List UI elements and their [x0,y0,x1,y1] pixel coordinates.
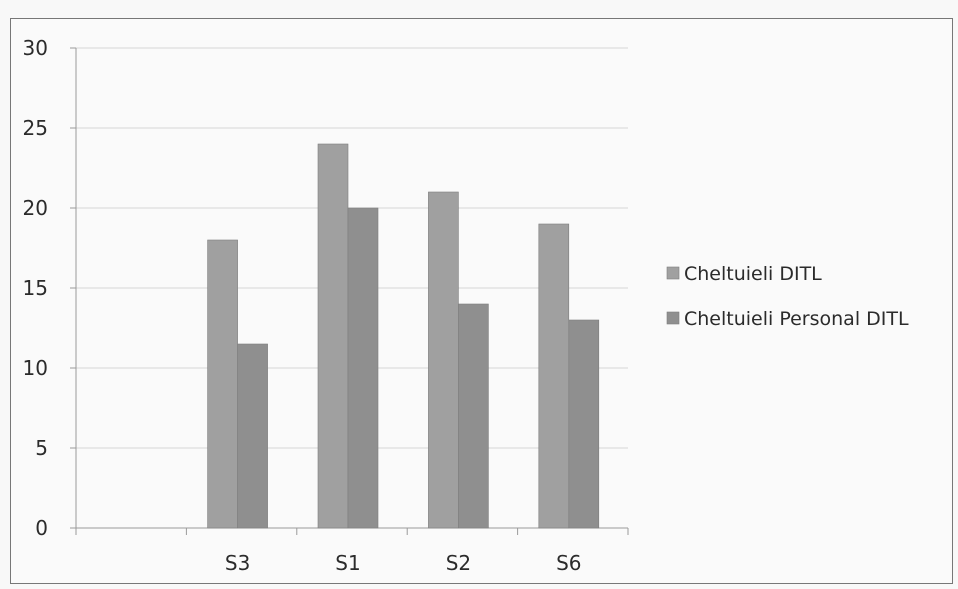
bar-s2-series-1 [428,191,459,529]
bar-s3-series-2 [237,343,268,529]
legend-label: Cheltuieli Personal DITL [684,308,909,330]
y-tick-label: 25 [23,116,48,140]
bar-layer [207,143,600,529]
legend-swatch [666,266,680,280]
legend: Cheltuieli DITL Cheltuieli Personal DITL [666,263,909,330]
bar-s1-series-2 [347,207,379,529]
x-tick-label: S3 [225,551,250,575]
label-layer: 0 5 10 15 20 25 30 S3 S1 S2 S6 [23,36,582,575]
legend-label: Cheltuieli DITL [684,263,822,285]
y-tick-label: 10 [23,356,48,380]
legend-swatch [666,311,680,325]
x-tick-label: S2 [446,551,471,575]
bar-s1-series-1 [317,143,349,529]
bar-s6-series-2 [568,319,600,529]
y-tick-label: 0 [35,516,48,540]
x-tick-label: S6 [556,551,581,575]
y-tick-label: 20 [23,196,48,220]
x-tick-label: S1 [335,551,360,575]
y-tick-label: 30 [23,36,48,60]
y-tick-label: 5 [35,436,48,460]
y-tick-label: 15 [23,276,48,300]
bar-s2-series-2 [458,303,489,529]
bar-s6-series-1 [538,223,570,529]
bar-s3-series-1 [207,239,238,529]
